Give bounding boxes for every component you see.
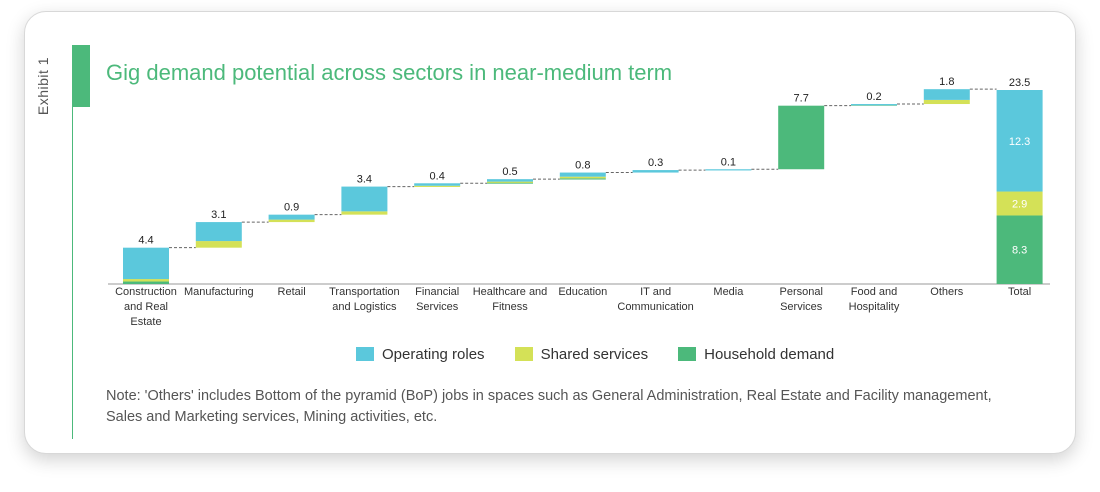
legend-label-shared: Shared services — [540, 345, 649, 363]
chart-title: Gig demand potential across sectors in n… — [106, 60, 673, 85]
bar-segment-shared-3 — [341, 211, 388, 215]
bar-segment-operating-7 — [632, 170, 679, 173]
category-label-10-0: Food and — [851, 286, 897, 298]
total-segment-operating — [996, 90, 1043, 192]
legend-swatch-household — [678, 347, 697, 361]
bar-segment-shared-5 — [487, 181, 533, 183]
category-label-7-0: IT and — [640, 286, 671, 298]
data-label-4: 0.4 — [430, 170, 445, 182]
category-label-0-2: Estate — [130, 316, 161, 328]
category-label-6-0: Education — [558, 286, 607, 298]
bar-segment-shared-6 — [559, 176, 606, 179]
data-label-8: 0.1 — [721, 156, 736, 168]
category-label-1-0: Manufacturing — [184, 286, 254, 298]
bar-segment-household-0 — [123, 281, 169, 284]
category-label-0-0: Construction — [115, 286, 177, 298]
data-label-0: 4.4 — [138, 235, 153, 247]
total-segment-label-household: 8.3 — [1012, 245, 1027, 257]
data-label-1: 3.1 — [211, 209, 226, 221]
category-label-7-1: Communication — [617, 301, 693, 313]
category-label-9-0: Personal — [779, 286, 822, 298]
category-label-4-0: Financial — [415, 286, 459, 298]
category-label-8-0: Media — [713, 286, 744, 298]
data-label-2: 0.9 — [284, 202, 299, 214]
chart-note: Note: 'Others' includes Bottom of the py… — [106, 388, 992, 425]
bar-segment-operating-4 — [414, 183, 461, 186]
total-segment-shared — [996, 191, 1043, 216]
bar-segment-shared-1 — [195, 241, 242, 248]
bar-segment-household-9 — [778, 105, 825, 170]
bar-segment-household-6 — [559, 178, 606, 180]
legend-swatch-shared — [514, 347, 533, 361]
bar-segment-operating-11 — [923, 89, 970, 100]
data-label-9: 7.7 — [794, 93, 809, 105]
bar-segment-shared-0 — [123, 279, 169, 282]
data-label-5: 0.5 — [502, 166, 517, 178]
category-label-11-0: Others — [930, 286, 964, 298]
bar-segment-shared-4 — [414, 185, 461, 187]
total-category-label: Total — [1008, 286, 1031, 298]
accent-line — [72, 107, 73, 439]
accent-bar — [72, 45, 90, 107]
legend-label-operating: Operating roles — [382, 345, 485, 363]
legend-item-household: Household demand — [678, 346, 834, 363]
category-label-5-1: Fitness — [492, 301, 528, 313]
legend-item-operating: Operating roles — [356, 346, 485, 363]
data-label-3: 3.4 — [357, 174, 372, 186]
category-label-3-1: and Logistics — [332, 301, 397, 313]
category-label-0-1: and Real — [124, 301, 168, 313]
category-label-9-1: Services — [780, 301, 823, 313]
bar-segment-operating-1 — [195, 222, 242, 242]
category-label-2-0: Retail — [278, 286, 306, 298]
legend-label-household: Household demand — [704, 345, 835, 363]
total-segment-label-shared: 2.9 — [1012, 199, 1027, 211]
bar-segment-operating-10 — [851, 104, 897, 106]
data-label-6: 0.8 — [575, 160, 590, 172]
data-label-11: 1.8 — [939, 76, 954, 88]
bar-segment-operating-5 — [487, 179, 533, 182]
total-data-label: 23.5 — [1009, 77, 1030, 89]
total-segment-household — [996, 215, 1043, 284]
data-label-10: 0.2 — [866, 91, 881, 103]
bar-segment-operating-8 — [705, 169, 752, 171]
legend: Operating roles Shared services Househol… — [356, 343, 864, 365]
bar-segment-operating-6 — [559, 172, 606, 177]
bar-segment-shared-11 — [923, 99, 970, 105]
total-segment-label-operating: 12.3 — [1009, 136, 1030, 148]
bar-segment-operating-3 — [341, 186, 388, 212]
bar-segment-shared-2 — [268, 219, 315, 223]
category-label-3-0: Transportation — [329, 286, 400, 298]
bar-segment-operating-2 — [268, 214, 315, 220]
bar-segment-operating-0 — [123, 247, 169, 280]
category-label-4-1: Services — [416, 301, 459, 313]
legend-swatch-operating — [356, 347, 374, 361]
bar-segment-household-5 — [487, 182, 533, 184]
data-label-7: 0.3 — [648, 157, 663, 169]
category-label-10-1: Hospitality — [849, 301, 900, 313]
category-label-5-0: Healthcare and — [473, 286, 548, 298]
legend-item-shared: Shared services — [514, 345, 649, 363]
